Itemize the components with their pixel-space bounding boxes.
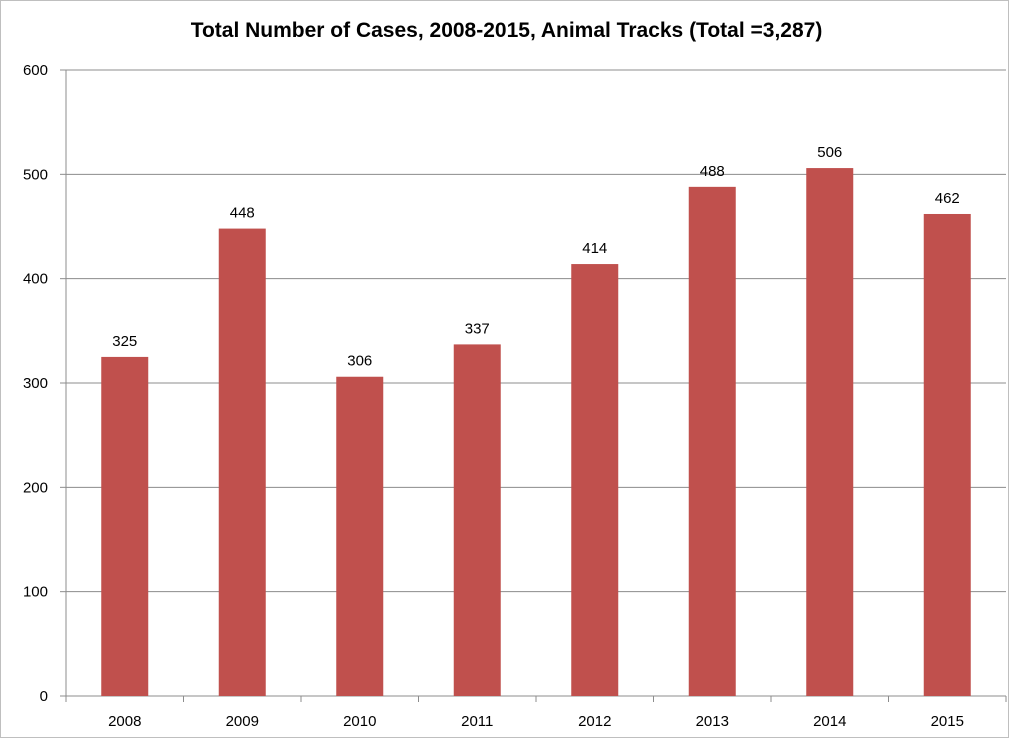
axes	[60, 69, 1007, 702]
data-label-2015: 462	[935, 190, 960, 207]
data-label-2008: 325	[112, 333, 137, 350]
x-tick-label-2009: 2009	[226, 713, 259, 730]
y-tick-label: 600	[23, 62, 48, 79]
bars	[101, 168, 971, 697]
data-label-2011: 337	[465, 320, 490, 337]
data-label-2010: 306	[347, 353, 372, 370]
bar-2013	[688, 186, 736, 696]
y-tick-label: 500	[23, 166, 48, 183]
y-tick-label: 0	[40, 688, 48, 705]
bar-2015	[923, 213, 971, 697]
bar-2012	[571, 264, 619, 696]
data-label-2014: 506	[817, 144, 842, 161]
x-tick-label-2010: 2010	[343, 713, 376, 730]
x-tick-label-2013: 2013	[696, 713, 729, 730]
labels: 0 100 200 300 400 500 600 325 2008 448 2009 306 2010…	[23, 62, 964, 730]
bar-2010	[336, 376, 384, 696]
y-tick-label: 100	[23, 584, 48, 601]
y-tick-label: 300	[23, 375, 48, 392]
data-label-2013: 488	[700, 163, 725, 180]
bar-2009	[218, 228, 266, 696]
y-tick-label: 200	[23, 479, 48, 496]
bar-2011	[453, 344, 501, 696]
bar-2008	[101, 356, 149, 696]
chart-title: Total Number of Cases, 2008-2015, Animal…	[190, 19, 823, 42]
data-label-2012: 414	[582, 240, 607, 257]
y-tick-label: 400	[23, 271, 48, 288]
data-label-2009: 448	[230, 205, 255, 222]
x-tick-label-2014: 2014	[813, 713, 846, 730]
bar-2014	[806, 168, 854, 696]
x-tick-label-2008: 2008	[108, 713, 141, 730]
x-tick-label-2015: 2015	[931, 713, 964, 730]
x-tick-label-2012: 2012	[578, 713, 611, 730]
gridlines	[66, 69, 1006, 593]
x-tick-label-2011: 2011	[461, 713, 493, 730]
